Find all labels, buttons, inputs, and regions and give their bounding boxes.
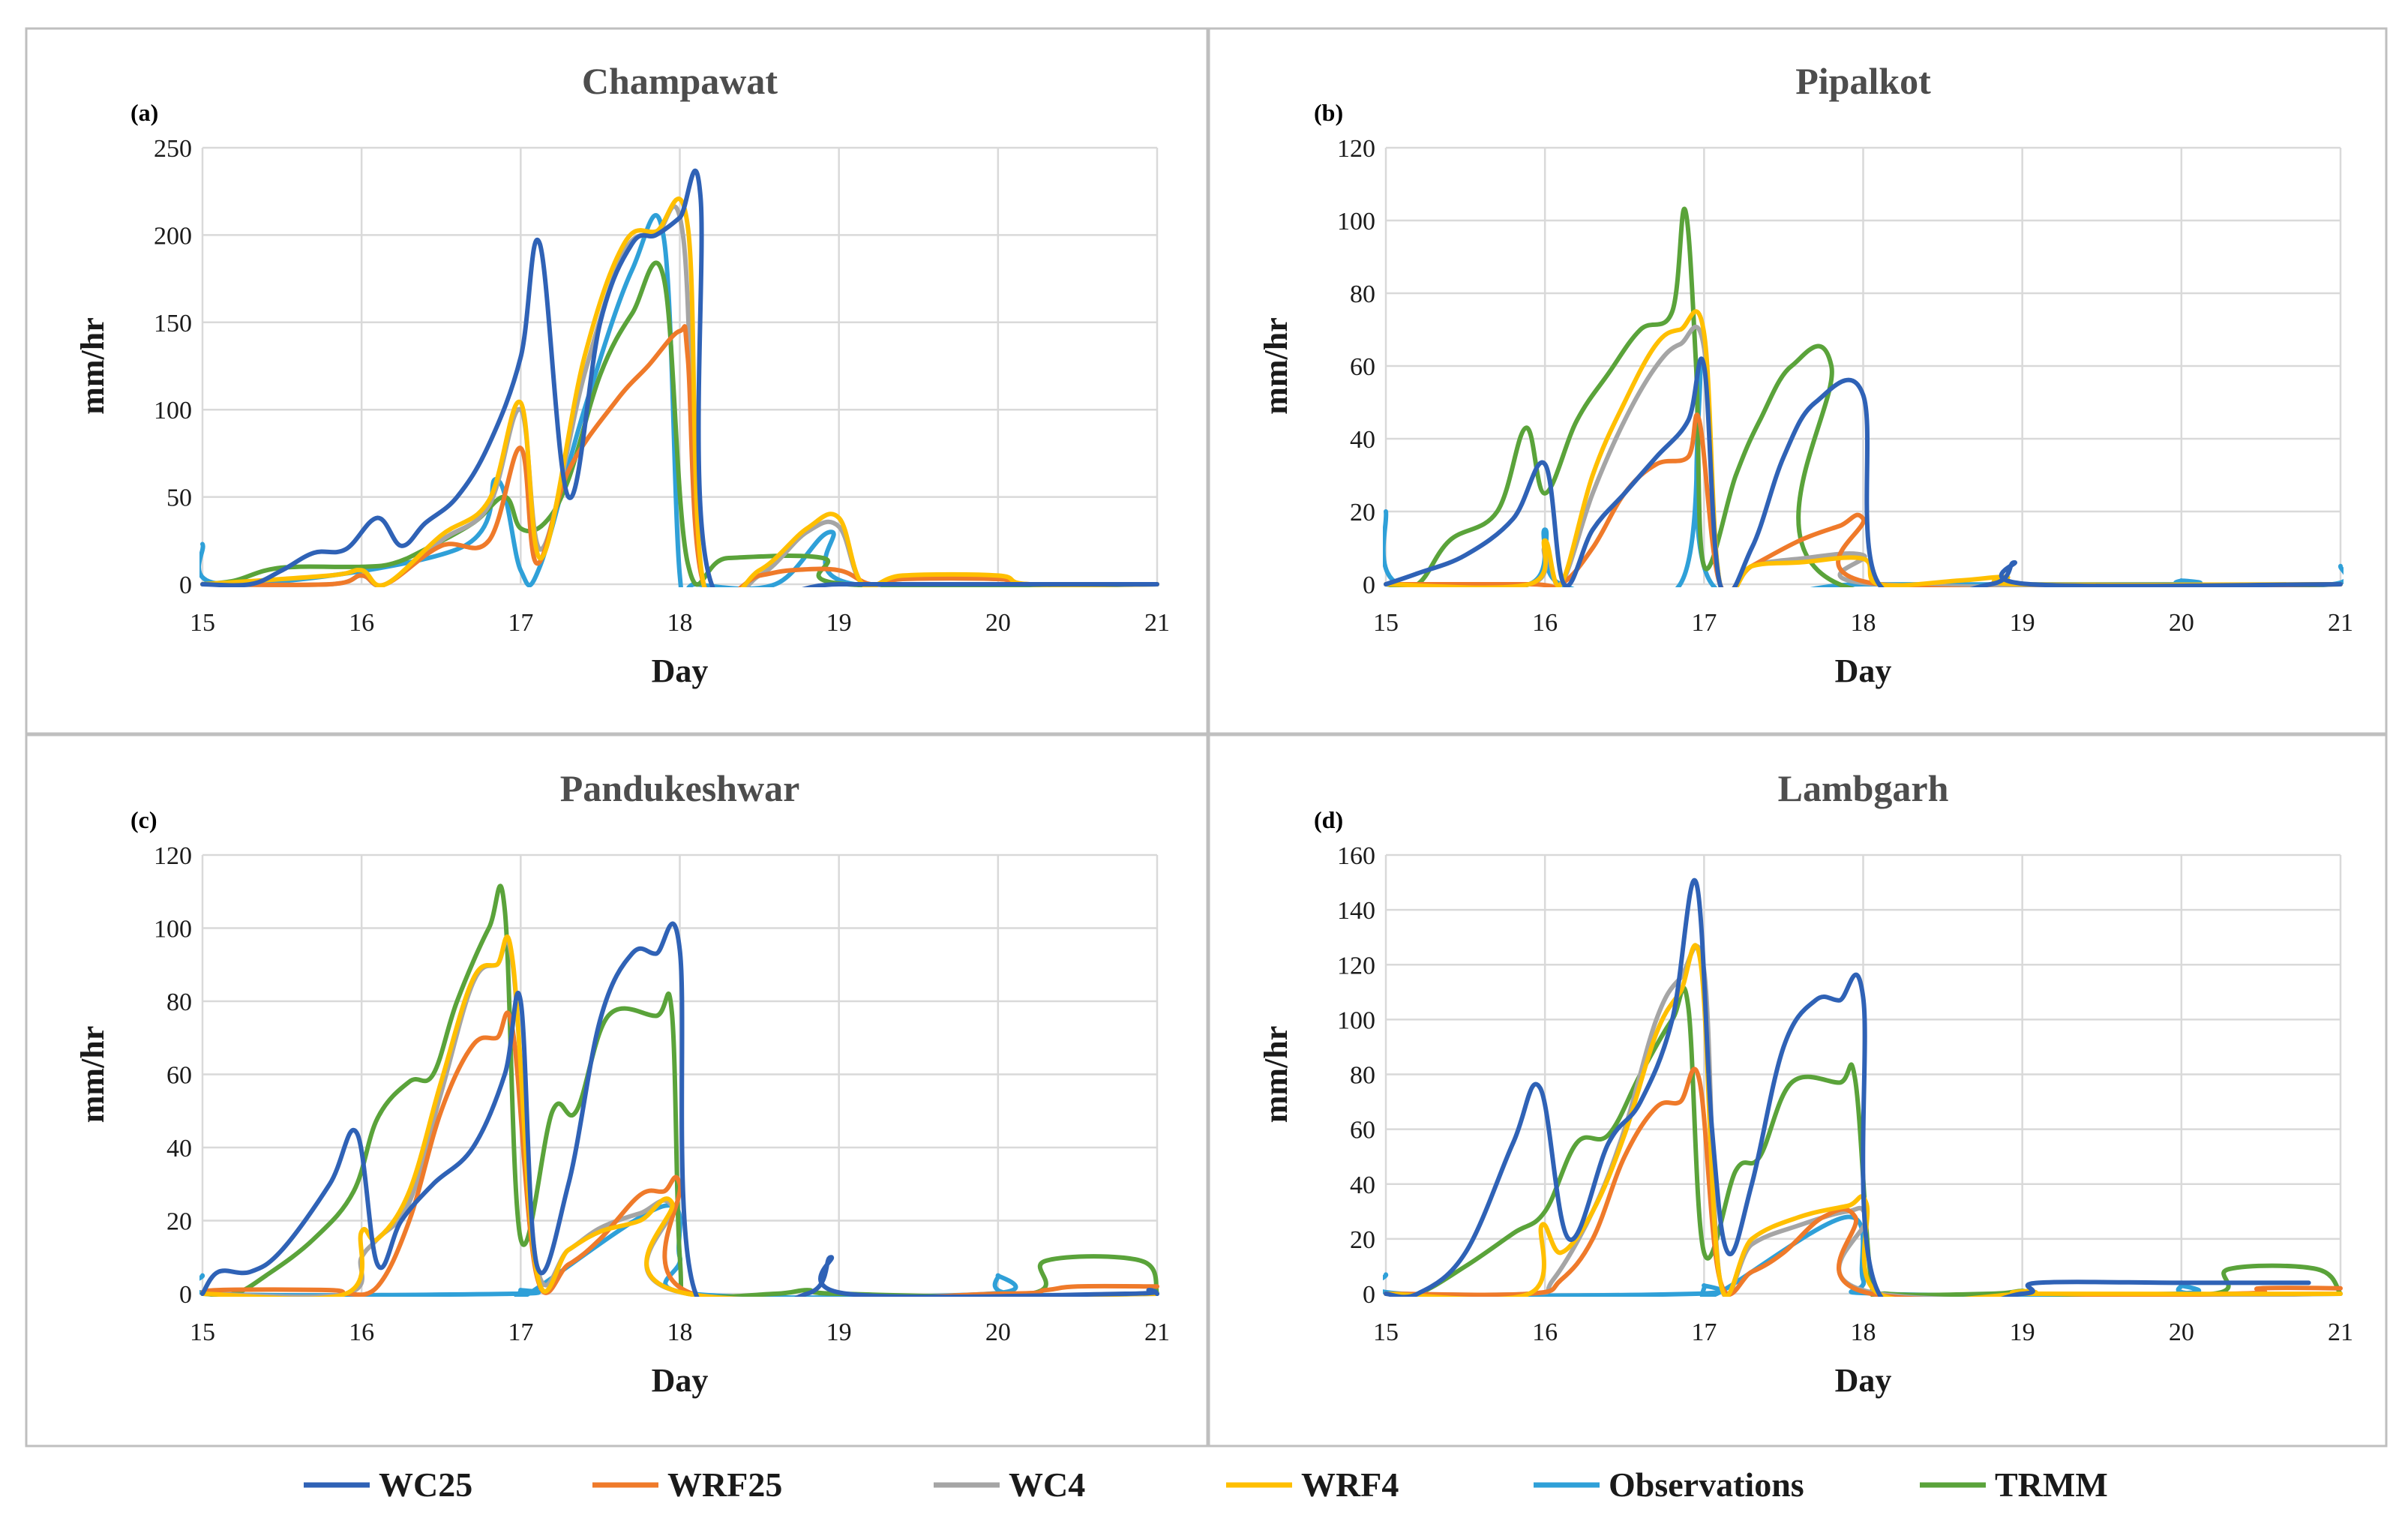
x-tick-label: 16: [1532, 609, 1558, 637]
panel-border: [25, 734, 1209, 1448]
series-group: [1383, 206, 2344, 587]
y-tick-label: 50: [166, 484, 192, 512]
x-tick-label: 16: [349, 1318, 374, 1346]
series-group: [1383, 878, 2343, 1297]
x-tick-label: 19: [826, 609, 852, 637]
panel-tag: (c): [130, 806, 157, 833]
y-tick-label: 40: [1350, 426, 1375, 454]
legend-label-wc4: WC4: [1009, 1466, 1085, 1504]
panel-border: [1207, 734, 2388, 1448]
panel-tag: (a): [130, 99, 158, 126]
y-axis-label: mm/hr: [74, 317, 111, 415]
x-axis-label: Day: [652, 1362, 709, 1399]
y-tick-label: 160: [1337, 842, 1375, 870]
y-tick-label: 60: [1350, 353, 1375, 381]
x-tick-label: 19: [826, 1318, 852, 1346]
y-tick-label: 100: [154, 916, 192, 944]
y-tick-label: 0: [1363, 572, 1375, 599]
legend-label-wrf25: WRF25: [667, 1466, 782, 1504]
x-tick-label: 20: [2169, 1318, 2194, 1346]
x-tick-label: 18: [1851, 609, 1876, 637]
x-tick-label: 21: [2328, 1318, 2353, 1346]
x-tick-label: 20: [985, 609, 1011, 637]
x-tick-label: 18: [1851, 1318, 1876, 1346]
x-tick-label: 15: [190, 1318, 215, 1346]
x-tick-label: 18: [667, 1318, 693, 1346]
series-line-trmm: [200, 260, 1159, 587]
chart-title: Pandukeshwar: [560, 767, 800, 809]
y-tick-label: 0: [1363, 1281, 1375, 1309]
y-axis-label: mm/hr: [1258, 1026, 1294, 1124]
x-tick-label: 21: [1144, 1318, 1170, 1346]
legend: WC25 WRF25 WC4 WRF4 Observations TRMM: [304, 1466, 2108, 1504]
x-tick-label: 15: [1373, 609, 1399, 637]
x-tick-label: 17: [508, 609, 533, 637]
chart-title: Pipalkot: [1795, 60, 1931, 102]
x-tick-label: 16: [349, 609, 374, 637]
x-tick-label: 19: [2010, 609, 2035, 637]
y-tick-label: 20: [1350, 499, 1375, 526]
y-tick-label: 120: [1337, 135, 1375, 163]
chart-panel-1: 0 50 100 150 200 250 15 16 17 18 19 20 21 Champawat Da…: [25, 27, 1209, 735]
y-tick-label: 0: [179, 572, 192, 599]
y-tick-label: 100: [154, 397, 192, 424]
y-tick-label: 200: [154, 222, 192, 250]
chart-panel-2: 0 20 40 60 80 100 120 15 16 17 18 19 20 21 Pipalkot Day…: [1207, 27, 2388, 735]
y-tick-label: 150: [154, 310, 192, 338]
y-tick-label: 120: [1337, 952, 1375, 980]
y-tick-label: 20: [166, 1208, 192, 1236]
y-tick-label: 80: [166, 988, 192, 1016]
x-tick-label: 21: [1144, 609, 1170, 637]
x-tick-label: 21: [2328, 609, 2353, 637]
y-tick-label: 80: [1350, 1062, 1375, 1090]
series-line-wc25: [200, 168, 1159, 587]
y-axis-label: mm/hr: [1258, 317, 1294, 415]
y-tick-label: 40: [1350, 1172, 1375, 1199]
panel-tag: (d): [1314, 806, 1343, 833]
chart-panel-4: 0 20 40 60 80 100 120 140 160 15 16 17 18 19 20 21 Lambg…: [1207, 734, 2388, 1448]
y-axis-label: mm/hr: [74, 1026, 111, 1124]
chart-title: Champawat: [582, 60, 778, 102]
chart-panel-3: 0 20 40 60 80 100 120 15 16 17 18 19 20 21 Pandukeshwa…: [25, 734, 1209, 1448]
x-tick-label: 17: [1691, 609, 1717, 637]
series-line-wc25: [1384, 878, 2311, 1297]
legend-label-wrf4: WRF4: [1301, 1466, 1399, 1504]
x-tick-label: 15: [190, 609, 215, 637]
x-axis-label: Day: [652, 652, 709, 689]
series-line-trmm: [1384, 206, 2343, 587]
panel-border: [1207, 27, 2388, 735]
panel-border: [25, 27, 1209, 735]
legend-label-observations: Observations: [1609, 1466, 1804, 1504]
x-tick-label: 17: [508, 1318, 533, 1346]
y-tick-label: 100: [1337, 1006, 1375, 1034]
y-tick-label: 0: [179, 1281, 192, 1309]
x-tick-label: 15: [1373, 1318, 1399, 1346]
x-tick-label: 19: [2010, 1318, 2035, 1346]
y-tick-label: 40: [166, 1135, 192, 1162]
x-tick-label: 17: [1691, 1318, 1717, 1346]
series-line-wc25: [1384, 356, 2343, 587]
y-tick-label: 80: [1350, 280, 1375, 308]
panel-tag: (b): [1314, 99, 1343, 126]
y-tick-label: 250: [154, 135, 192, 163]
x-axis-label: Day: [1835, 1362, 1892, 1399]
x-axis-label: Day: [1835, 652, 1892, 689]
x-tick-label: 16: [1532, 1318, 1558, 1346]
y-tick-label: 140: [1337, 897, 1375, 925]
x-tick-label: 18: [667, 609, 693, 637]
y-tick-label: 120: [154, 842, 192, 870]
y-tick-label: 20: [1350, 1226, 1375, 1254]
x-tick-label: 20: [2169, 609, 2194, 637]
series-line-wc25: [200, 921, 1159, 1297]
y-tick-label: 60: [166, 1062, 192, 1090]
series-group: [199, 168, 1159, 587]
y-tick-label: 60: [1350, 1117, 1375, 1144]
legend-label-trmm: TRMM: [1995, 1466, 2108, 1504]
chart-title: Lambgarh: [1778, 767, 1949, 809]
x-tick-label: 20: [985, 1318, 1011, 1346]
legend-label-wc25: WC25: [379, 1466, 472, 1504]
series-group: [199, 884, 1159, 1297]
y-tick-label: 100: [1337, 208, 1375, 236]
